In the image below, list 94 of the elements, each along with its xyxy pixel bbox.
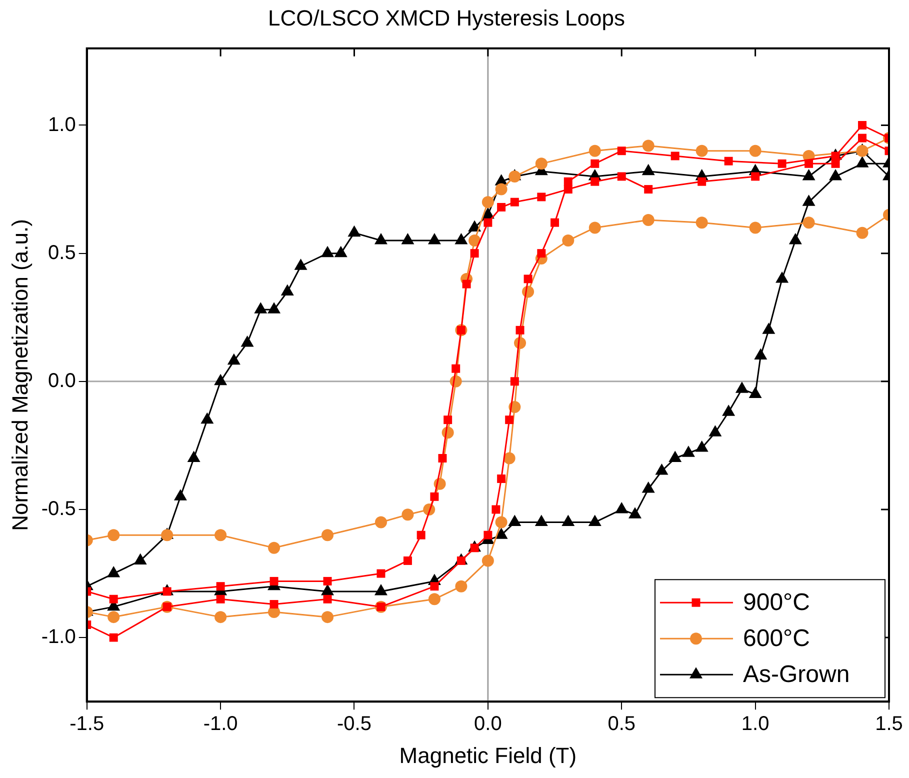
point <box>444 416 452 424</box>
point <box>470 249 479 258</box>
point <box>510 198 519 206</box>
point <box>497 202 506 212</box>
point <box>214 529 227 542</box>
legend-label: 900°C <box>743 589 810 616</box>
point <box>268 542 280 554</box>
point <box>216 582 225 591</box>
point <box>590 159 600 168</box>
point <box>495 183 508 196</box>
y-tick-label: 0.5 <box>48 242 76 264</box>
x-tick-label: -0.5 <box>337 713 372 736</box>
point <box>670 152 680 160</box>
point <box>588 222 601 234</box>
point <box>696 144 708 157</box>
point <box>462 280 471 288</box>
point <box>452 364 460 373</box>
y-axis-title: Normalized Magnetization (a.u.) <box>7 219 32 531</box>
point <box>109 633 118 642</box>
x-tick-label: 1.5 <box>875 713 903 736</box>
point <box>642 214 654 226</box>
legend-label: 600°C <box>743 625 810 652</box>
point <box>749 144 762 157</box>
point <box>416 530 426 540</box>
point <box>537 249 546 258</box>
point <box>455 580 468 592</box>
point <box>484 218 492 227</box>
point <box>856 226 868 239</box>
point <box>374 516 387 528</box>
point <box>482 554 494 567</box>
legend-label: As-Grown <box>743 661 850 688</box>
x-axis-title: Magnetic Field (T) <box>399 742 577 768</box>
point <box>562 234 574 247</box>
point <box>516 326 524 334</box>
point <box>588 144 601 157</box>
point <box>495 516 508 528</box>
point <box>698 177 706 186</box>
point <box>270 600 278 609</box>
point <box>214 611 227 624</box>
x-tick-label: 0.5 <box>608 713 636 736</box>
point <box>430 582 439 591</box>
point <box>403 556 412 565</box>
point <box>724 156 733 166</box>
point <box>482 196 494 208</box>
point <box>108 611 120 624</box>
point <box>108 529 120 542</box>
point <box>802 216 815 229</box>
point <box>590 177 600 186</box>
point <box>503 452 516 464</box>
x-tick-label: -1.0 <box>203 713 238 736</box>
x-tick-label: -1.5 <box>70 713 104 736</box>
point <box>804 159 814 168</box>
point <box>430 492 439 501</box>
point <box>564 177 572 186</box>
point <box>161 529 174 542</box>
y-tick-label: -0.5 <box>41 498 76 520</box>
point <box>617 146 626 156</box>
point <box>270 576 278 586</box>
point <box>492 505 500 514</box>
point <box>550 218 560 227</box>
point <box>322 529 334 542</box>
point <box>858 134 867 142</box>
point <box>524 274 532 284</box>
point <box>438 454 447 462</box>
point <box>484 530 492 540</box>
point <box>858 121 867 130</box>
point <box>535 158 548 170</box>
point <box>323 594 332 604</box>
x-tick-label: 1.0 <box>741 713 770 736</box>
point <box>831 159 840 168</box>
y-tick-label: 0.0 <box>48 370 76 392</box>
point <box>537 192 546 202</box>
point <box>497 474 506 483</box>
point <box>428 593 440 606</box>
point <box>505 416 514 424</box>
point <box>749 222 762 234</box>
point <box>323 576 332 586</box>
point <box>468 234 481 247</box>
point <box>322 611 334 624</box>
point <box>510 377 519 386</box>
point <box>402 508 414 521</box>
point <box>778 159 786 168</box>
point <box>751 172 760 181</box>
point <box>109 594 118 604</box>
y-tick-label: 1.0 <box>48 114 76 136</box>
point <box>644 185 653 194</box>
point <box>696 216 708 229</box>
point <box>617 172 626 181</box>
x-tick-label: 0.0 <box>474 713 502 736</box>
y-tick-label: -1.0 <box>41 626 76 648</box>
point <box>376 569 386 578</box>
point <box>642 140 654 152</box>
chart-title: LCO/LSCO XMCD Hysteresis Loops <box>268 5 625 30</box>
point <box>216 594 225 604</box>
